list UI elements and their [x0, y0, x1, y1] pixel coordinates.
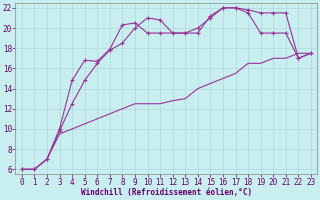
X-axis label: Windchill (Refroidissement éolien,°C): Windchill (Refroidissement éolien,°C) [81, 188, 252, 197]
